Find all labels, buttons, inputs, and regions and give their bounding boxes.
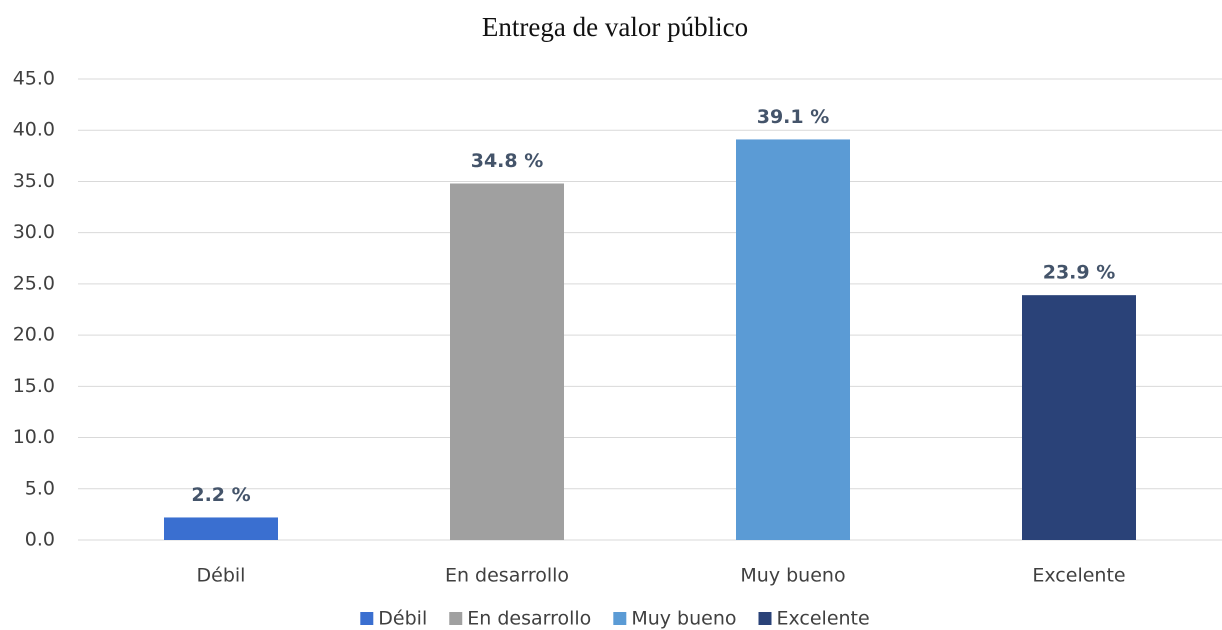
legend-swatch: [360, 612, 374, 625]
y-tick-label: 15.0: [13, 375, 55, 397]
y-tick-label: 20.0: [13, 324, 55, 346]
y-tick-label: 30.0: [13, 221, 55, 243]
legend-swatch: [613, 612, 627, 625]
y-tick-label: 0.0: [25, 529, 55, 551]
value-label: 34.8 %: [471, 150, 544, 172]
chart-title: Entrega de valor público: [482, 12, 748, 42]
legend-label: Muy bueno: [631, 608, 736, 630]
bar: [164, 517, 278, 540]
y-tick-label: 5.0: [25, 477, 55, 499]
value-label: 23.9 %: [1043, 262, 1116, 284]
value-label: 39.1 %: [757, 106, 830, 128]
legend-label: Excelente: [777, 608, 870, 630]
y-tick-label: 10.0: [13, 426, 55, 448]
bar: [736, 139, 850, 541]
legend-swatch: [758, 612, 772, 625]
x-tick-label: En desarrollo: [445, 565, 569, 587]
legend-swatch: [449, 612, 463, 625]
y-tick-label: 40.0: [13, 119, 55, 141]
legend-label: En desarrollo: [467, 608, 591, 630]
bar: [450, 183, 564, 540]
x-tick-label: Débil: [197, 565, 246, 587]
bar: [1022, 295, 1136, 540]
x-tick-label: Muy bueno: [740, 565, 845, 587]
value-label: 2.2 %: [191, 484, 250, 506]
y-tick-label: 45.0: [13, 68, 55, 90]
y-tick-label: 25.0: [13, 272, 55, 294]
x-tick-label: Excelente: [1032, 565, 1125, 587]
legend-label: Débil: [378, 608, 427, 630]
y-tick-label: 35.0: [13, 170, 55, 192]
